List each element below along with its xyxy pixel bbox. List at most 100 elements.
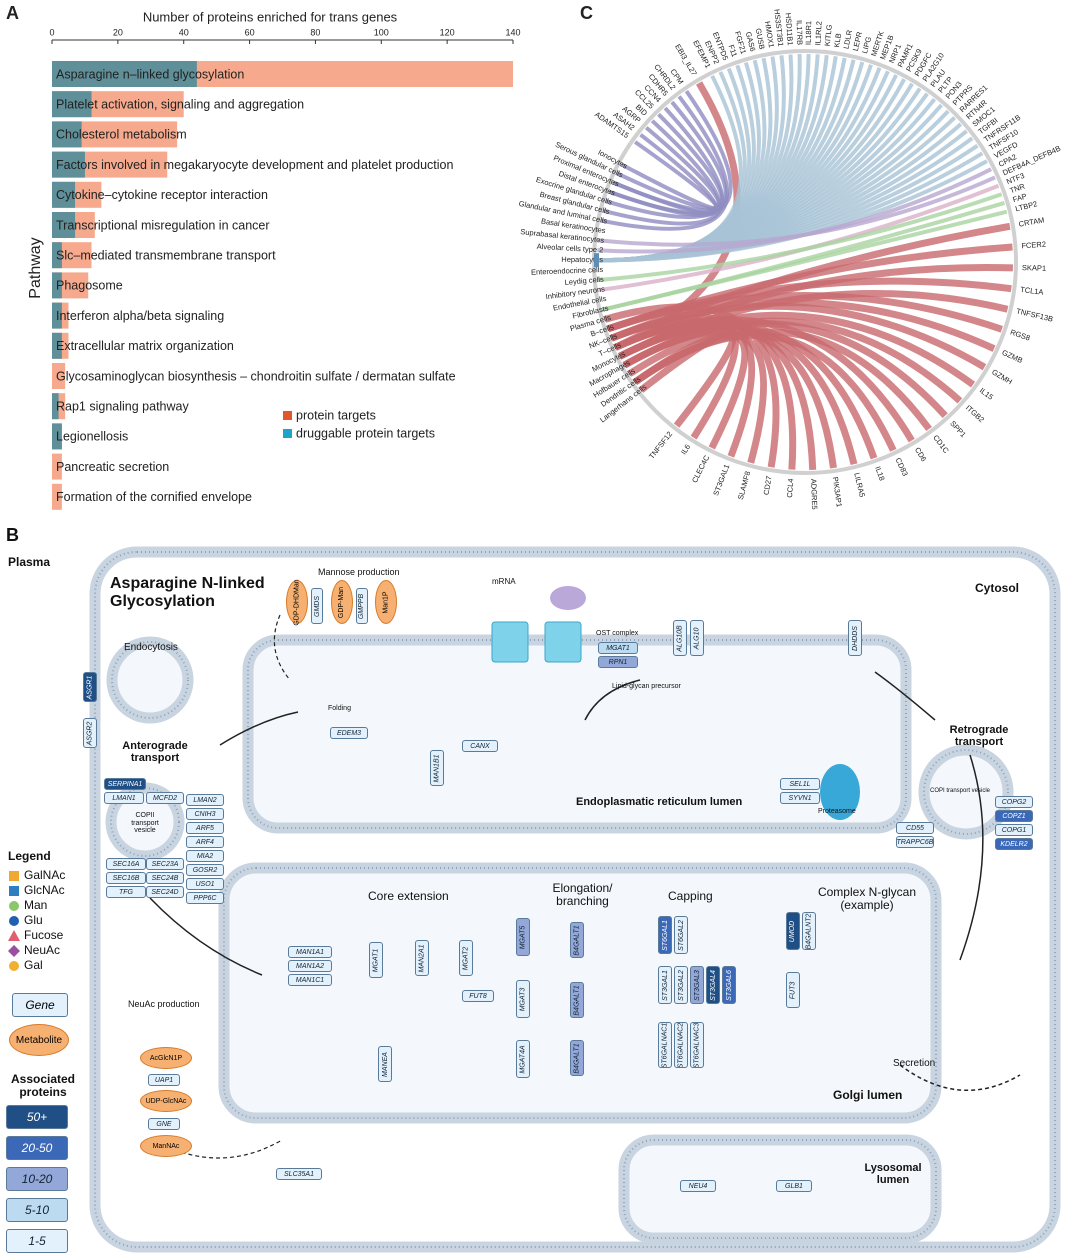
legend-icon	[8, 930, 20, 941]
gene-label: ST3GAL4	[709, 969, 717, 1001]
gene-label: ALG10	[693, 627, 701, 649]
diagram-label: Lysosomal lumen	[864, 1162, 922, 1187]
bar	[52, 393, 59, 420]
gene-box: ST6GALNAC1	[658, 1022, 672, 1068]
chord	[597, 192, 1003, 283]
gene-label: SLC35A1	[284, 1170, 314, 1178]
metabolite: GDP-Man	[331, 580, 353, 624]
diagram-title: Asparagine N-linked Glycosylation	[110, 575, 265, 610]
legend-icon	[9, 916, 19, 926]
gene-label: COPG1	[1001, 826, 1027, 834]
metabolite-label: Man1P	[382, 590, 390, 614]
arrow	[584, 679, 641, 721]
gene-box: MANEA	[378, 1046, 392, 1082]
gene-label: MGAT1	[606, 644, 630, 652]
gene-box: MCFD2	[146, 792, 184, 804]
translocon	[491, 621, 529, 663]
gene-box: ST3GAL2	[674, 966, 688, 1004]
diagram-label: NeuAc production	[128, 999, 200, 1009]
gene-box: SERPINA1	[104, 778, 146, 790]
y-axis-label: Pathway	[27, 237, 44, 298]
gene-label: FUT3	[789, 981, 797, 999]
gene-box: ST6GALNAC2	[674, 1022, 688, 1068]
diagram-label: Proteasome	[818, 808, 856, 815]
legend-swatch	[283, 429, 292, 438]
metabolite-label: GDP-Man	[338, 586, 346, 618]
gene-label: MAN1A1	[295, 948, 324, 956]
category-label: Formation of the cornified envelope	[56, 490, 252, 504]
legend-label: Gal	[24, 958, 43, 972]
gene-label: MGAT5	[519, 925, 527, 949]
gene-label: LMAN2	[193, 796, 217, 804]
gene-label: GUSB	[754, 28, 767, 51]
gene-label: UAP1	[154, 1076, 174, 1084]
gene-box: ASGR1	[83, 672, 97, 702]
endocytosis-pocket-dots	[111, 641, 189, 719]
gene-label: UMOD	[789, 920, 797, 942]
gene-box: ST3GAL6	[722, 966, 736, 1004]
gene-box: UMOD	[786, 912, 800, 950]
gene-box: SEC24D	[146, 886, 184, 898]
gene-label: SEC23A	[151, 860, 179, 868]
gene-label: ST3GAL6	[725, 969, 733, 1001]
gene-label: ARF4	[196, 838, 214, 846]
gene-box: GOSR2	[186, 864, 224, 876]
gene-label: SEL1L	[789, 780, 811, 788]
level-box: 20-50	[6, 1136, 68, 1160]
legend-icon	[9, 886, 19, 896]
gene-box: SLC35A1	[276, 1168, 322, 1180]
gene-label: ST6GAL2	[677, 919, 685, 951]
legend-label: Glu	[24, 913, 43, 927]
gene-box: CANX	[462, 740, 498, 752]
diagram-label: Cytosol	[975, 581, 1020, 595]
gene-label: LILRA5	[852, 472, 867, 498]
category-label: Interferon alpha/beta signaling	[56, 309, 224, 323]
gene-box: TRAPPC6B	[896, 836, 934, 848]
gene-label: MGAT2	[462, 946, 470, 970]
chord	[602, 209, 1008, 312]
gene-label: MGAT4A	[519, 1044, 527, 1074]
cell-label: Enteroendocrine cells	[531, 265, 604, 277]
metabolite-label: AcGlcN1P	[149, 1054, 183, 1062]
legend-title: Legend	[8, 849, 51, 863]
chord	[606, 292, 1003, 333]
metabolite: UDP-GlcNAc	[140, 1090, 192, 1112]
gene-label: SEC24D	[151, 888, 179, 896]
diagram-label: COPI transport vesicle	[930, 788, 991, 794]
gene-box: MGAT4A	[516, 1040, 530, 1078]
legend-label: GlcNAc	[24, 883, 65, 897]
gene-box: FUT8	[462, 990, 494, 1002]
x-tick-label: 60	[245, 27, 255, 37]
gene-box: SEC23A	[146, 858, 184, 870]
gene-box: MGAT3	[516, 980, 530, 1018]
diagram-label: mRNA	[492, 577, 516, 586]
gene-box: MAN1B1	[430, 750, 444, 786]
legend-icon	[9, 961, 19, 971]
gene-box: EDEM3	[330, 727, 368, 739]
gene-label: B4GALT1	[573, 1042, 581, 1074]
gene-label: ST3GAL2	[677, 969, 685, 1001]
panel-label: C	[580, 3, 593, 23]
category-label: Rap1 signaling pathway	[56, 399, 189, 413]
bar	[52, 121, 82, 148]
gene-label: EDEM3	[336, 729, 362, 737]
gene-box: SEC16A	[106, 858, 146, 870]
cell-block	[594, 253, 600, 268]
gene-box: COPG1	[995, 824, 1033, 836]
gene-label: MIA2	[196, 852, 214, 860]
gene-label: CCL4	[785, 478, 795, 498]
gene-box: TFG	[106, 886, 146, 898]
copi-vesicle-dots	[923, 749, 1009, 835]
category-label: Extracellular matrix organization	[56, 339, 234, 353]
diagram-label: Complex N-glycan (example)	[817, 885, 917, 913]
gene-label: MANEA	[381, 1051, 389, 1077]
x-tick-label: 120	[440, 27, 455, 37]
bar	[52, 483, 62, 510]
gene-box: MGAT5	[516, 918, 530, 956]
gene-label: KITLG	[823, 24, 834, 47]
gene-box: MIA2	[186, 850, 224, 862]
gene-label: SEC16A	[112, 860, 140, 868]
bar	[52, 151, 85, 178]
diagram-label: Capping	[668, 889, 713, 903]
gene-label: GZMH	[990, 367, 1014, 386]
